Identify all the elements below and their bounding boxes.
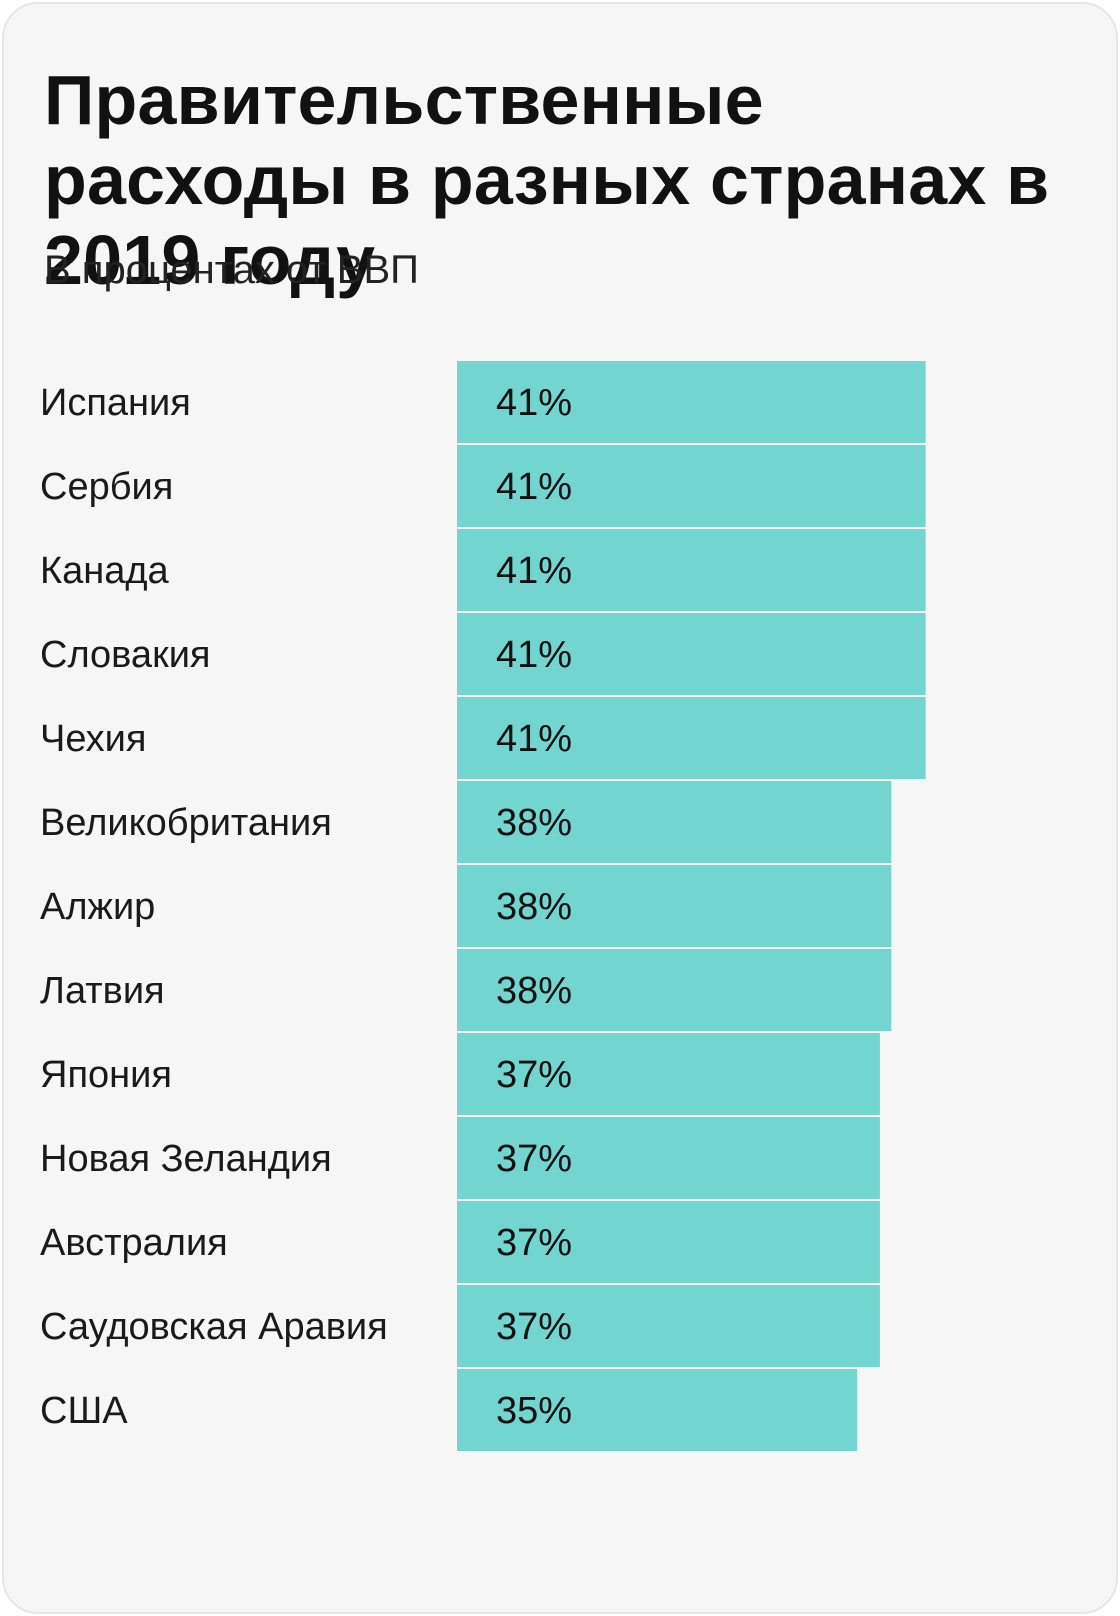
category-label: Латвия (40, 970, 165, 1012)
category-label: Испания (40, 382, 191, 424)
chart-title: Правительственные расходы в разных стран… (44, 61, 1050, 299)
category-label: Новая Зеландия (40, 1138, 332, 1180)
bar (457, 1201, 880, 1283)
data-label: 38% (496, 886, 572, 928)
data-label: 41% (496, 382, 572, 424)
data-label: 37% (496, 1054, 572, 1096)
data-label: 41% (496, 634, 572, 676)
bar (457, 529, 926, 611)
bar (457, 613, 926, 695)
bar (457, 1033, 880, 1115)
data-label: 37% (496, 1138, 572, 1180)
category-label: Саудовская Аравия (40, 1306, 388, 1348)
chart-subtitle: В процентах от ВВП (44, 248, 419, 292)
data-label: 38% (496, 802, 572, 844)
bar (457, 781, 892, 863)
category-label: Канада (40, 550, 170, 592)
data-label: 41% (496, 466, 572, 508)
category-label: Сербия (40, 466, 173, 508)
category-label: Япония (40, 1054, 172, 1096)
data-label: 37% (496, 1222, 572, 1264)
data-label: 38% (496, 970, 572, 1012)
category-label: Алжир (40, 886, 155, 928)
bar (457, 949, 892, 1031)
data-label: 41% (496, 550, 572, 592)
bar (457, 445, 926, 527)
bar (457, 361, 926, 443)
bar (457, 1285, 880, 1367)
data-label: 37% (496, 1306, 572, 1348)
bar (457, 697, 926, 779)
category-label: Словакия (40, 634, 211, 676)
category-label: Великобритания (40, 802, 332, 844)
bar (457, 865, 892, 947)
bar (457, 1369, 858, 1451)
category-label: США (40, 1390, 128, 1432)
data-label: 41% (496, 718, 572, 760)
bar (457, 1117, 880, 1199)
data-label: 35% (496, 1390, 572, 1432)
category-label: Чехия (40, 718, 146, 760)
category-label: Австралия (40, 1222, 228, 1264)
